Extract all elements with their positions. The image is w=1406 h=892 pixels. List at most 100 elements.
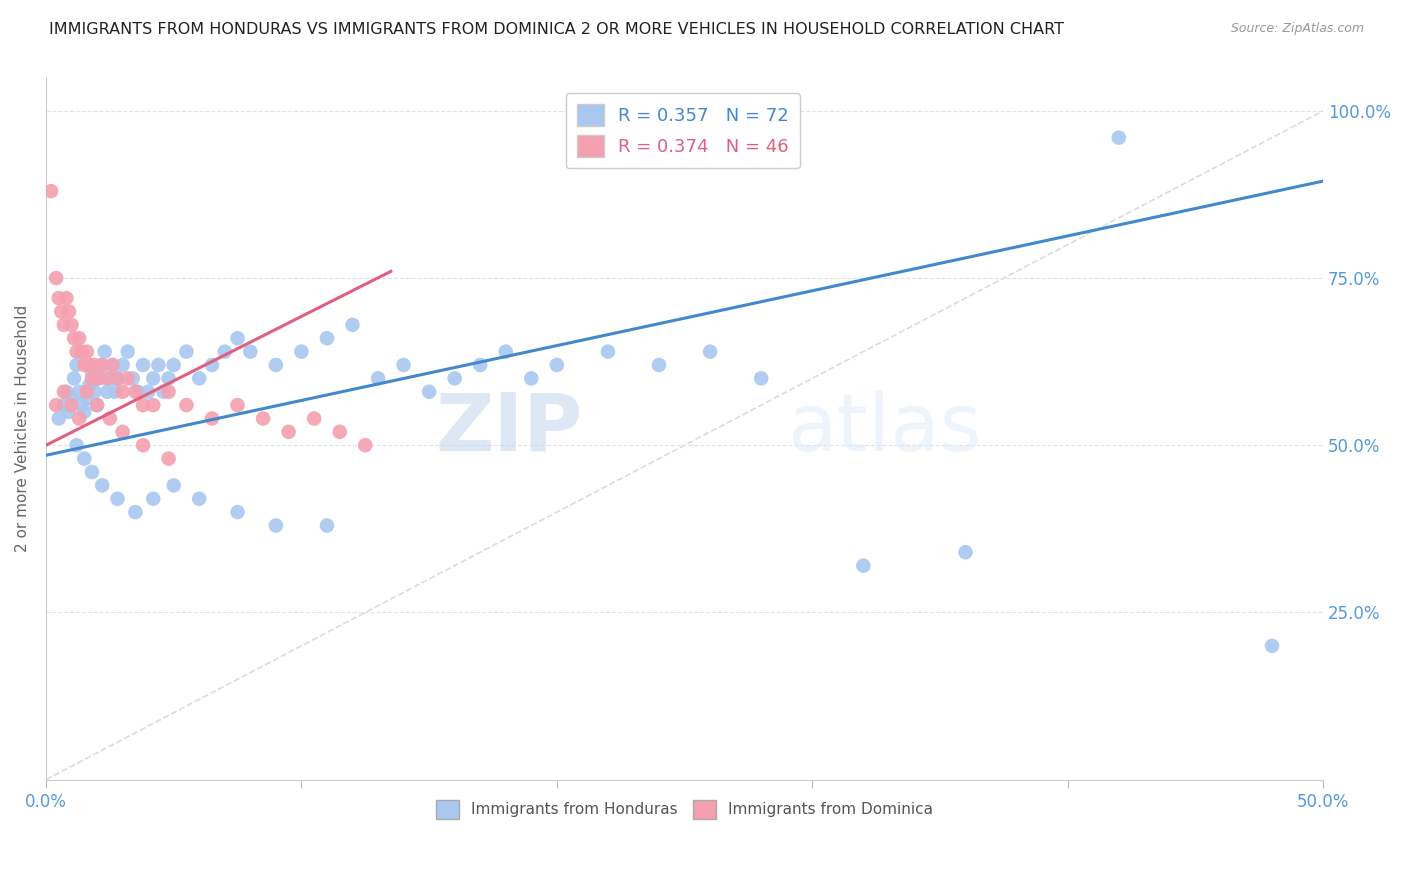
Point <box>142 398 165 412</box>
Text: IMMIGRANTS FROM HONDURAS VS IMMIGRANTS FROM DOMINICA 2 OR MORE VEHICLES IN HOUSE: IMMIGRANTS FROM HONDURAS VS IMMIGRANTS F… <box>49 22 1064 37</box>
Point <box>91 478 114 492</box>
Point <box>76 344 98 359</box>
Point <box>79 358 101 372</box>
Point <box>264 358 287 372</box>
Point <box>107 371 129 385</box>
Point <box>83 384 105 399</box>
Point <box>157 371 180 385</box>
Point <box>65 344 87 359</box>
Point <box>201 411 224 425</box>
Point <box>39 184 62 198</box>
Point <box>264 518 287 533</box>
Point <box>63 331 86 345</box>
Point <box>63 371 86 385</box>
Point <box>152 384 174 399</box>
Point <box>98 411 121 425</box>
Text: atlas: atlas <box>787 390 981 467</box>
Point <box>596 344 619 359</box>
Point <box>48 411 70 425</box>
Point <box>91 358 114 372</box>
Point <box>136 384 159 399</box>
Point <box>80 371 103 385</box>
Point <box>699 344 721 359</box>
Point <box>1108 130 1130 145</box>
Point <box>101 358 124 372</box>
Point <box>60 318 83 332</box>
Point <box>89 371 111 385</box>
Point <box>101 358 124 372</box>
Point <box>73 451 96 466</box>
Point <box>157 384 180 399</box>
Point <box>127 384 149 399</box>
Point <box>443 371 465 385</box>
Point <box>239 344 262 359</box>
Point <box>83 358 105 372</box>
Point <box>226 505 249 519</box>
Point <box>104 384 127 399</box>
Point <box>67 331 90 345</box>
Point <box>58 405 80 419</box>
Point <box>96 384 118 399</box>
Point <box>73 358 96 372</box>
Point <box>55 384 77 399</box>
Point <box>226 331 249 345</box>
Point <box>111 425 134 439</box>
Point <box>148 358 170 372</box>
Point <box>121 371 143 385</box>
Point <box>955 545 977 559</box>
Point <box>58 304 80 318</box>
Point <box>124 505 146 519</box>
Point <box>132 438 155 452</box>
Point <box>252 411 274 425</box>
Point <box>91 358 114 372</box>
Point <box>60 392 83 406</box>
Point <box>45 271 67 285</box>
Point <box>93 344 115 359</box>
Point <box>749 371 772 385</box>
Point <box>277 425 299 439</box>
Point <box>80 465 103 479</box>
Point <box>226 398 249 412</box>
Point <box>107 371 129 385</box>
Point <box>80 365 103 379</box>
Point <box>354 438 377 452</box>
Point <box>96 371 118 385</box>
Point <box>852 558 875 573</box>
Point <box>79 378 101 392</box>
Point <box>52 384 75 399</box>
Point <box>495 344 517 359</box>
Point <box>142 371 165 385</box>
Point <box>117 344 139 359</box>
Point <box>52 318 75 332</box>
Text: Source: ZipAtlas.com: Source: ZipAtlas.com <box>1230 22 1364 36</box>
Point <box>76 392 98 406</box>
Point <box>316 518 339 533</box>
Point <box>418 384 440 399</box>
Point <box>70 398 93 412</box>
Point <box>329 425 352 439</box>
Legend: Immigrants from Honduras, Immigrants from Dominica: Immigrants from Honduras, Immigrants fro… <box>430 794 939 824</box>
Point <box>290 344 312 359</box>
Point <box>176 344 198 359</box>
Point <box>65 438 87 452</box>
Point <box>648 358 671 372</box>
Point <box>86 398 108 412</box>
Point <box>470 358 492 372</box>
Point <box>98 371 121 385</box>
Point <box>214 344 236 359</box>
Point <box>132 358 155 372</box>
Point <box>67 384 90 399</box>
Point <box>157 451 180 466</box>
Point <box>188 371 211 385</box>
Point <box>45 398 67 412</box>
Point <box>163 358 186 372</box>
Point <box>48 291 70 305</box>
Point <box>188 491 211 506</box>
Point <box>65 358 87 372</box>
Point <box>163 478 186 492</box>
Point <box>107 491 129 506</box>
Point <box>55 291 77 305</box>
Point <box>201 358 224 372</box>
Point <box>52 398 75 412</box>
Point <box>392 358 415 372</box>
